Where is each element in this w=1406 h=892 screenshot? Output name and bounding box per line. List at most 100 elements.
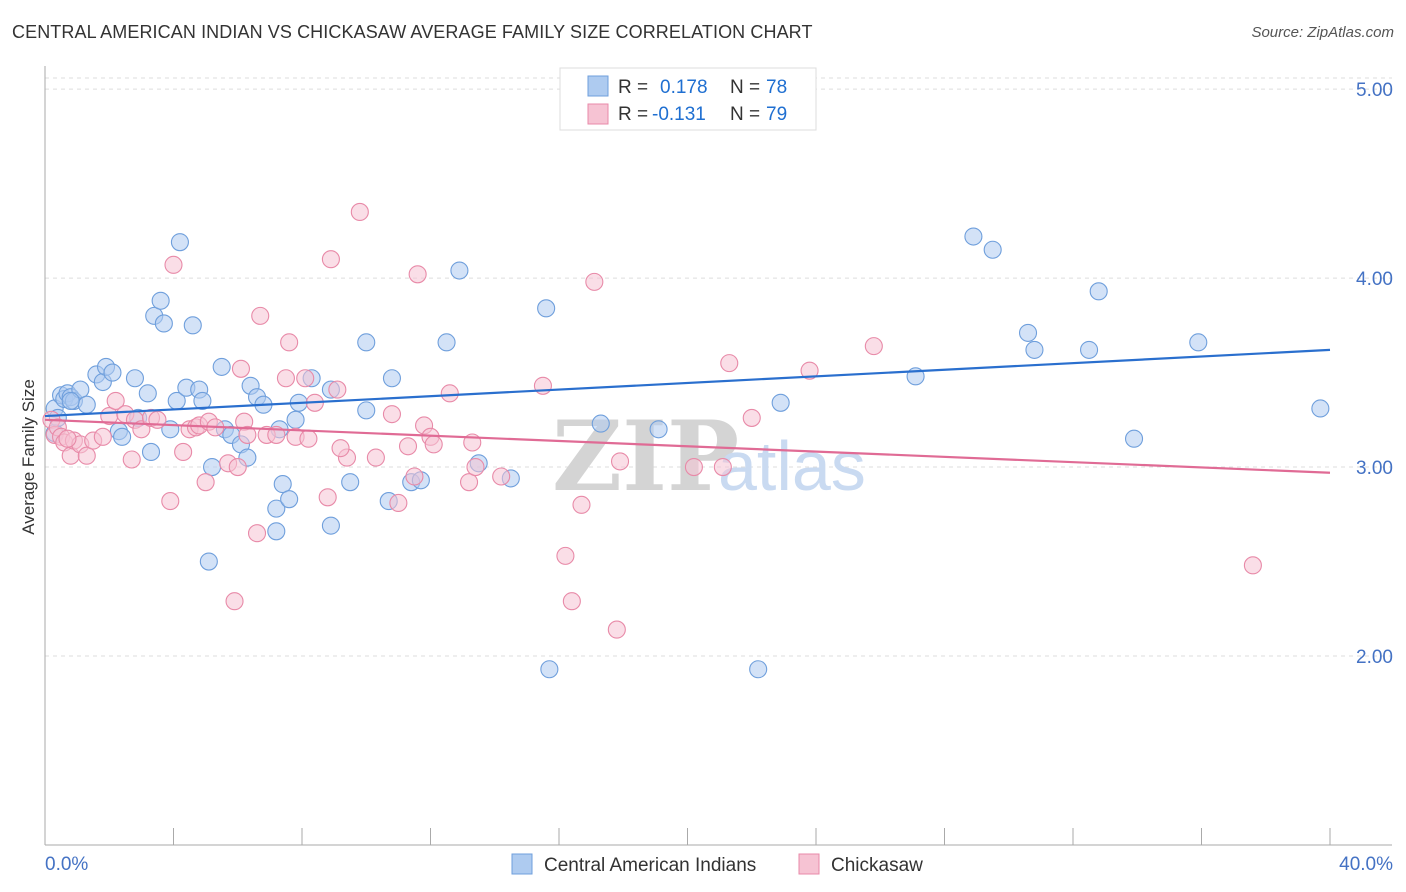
pink-point-56 <box>424 435 443 454</box>
blue-point-40 <box>267 499 286 518</box>
legend-r-label-2: R = <box>618 104 648 125</box>
series-central-american-indians <box>45 227 1330 679</box>
blue-point-32 <box>212 357 231 376</box>
pink-point-50 <box>389 493 408 513</box>
axes <box>44 66 1392 846</box>
legend-swatch-blue <box>587 75 609 97</box>
legend-n-label-2: N = <box>730 104 760 125</box>
pink-point-70 <box>713 458 732 477</box>
blue-point-18 <box>138 384 157 403</box>
blue-point-31 <box>203 458 222 477</box>
blue-point-16 <box>125 369 144 388</box>
legend-label-central-american-indians: Central American Indians <box>544 855 756 876</box>
pink-point-75 <box>1243 556 1262 575</box>
pink-point-41 <box>299 429 318 448</box>
x-tick-label-min: 0.0% <box>45 854 88 875</box>
blue-point-43 <box>280 490 299 509</box>
pink-point-25 <box>196 473 215 492</box>
blue-point-50 <box>357 333 376 352</box>
pink-point-10 <box>93 427 112 446</box>
pink-point-19 <box>161 492 180 511</box>
pink-point-58 <box>459 473 479 492</box>
pink-point-68 <box>610 452 630 471</box>
blue-point-73 <box>1124 429 1144 448</box>
legend-swatch-chickasaw <box>798 853 820 875</box>
pink-point-14 <box>122 450 141 469</box>
blue-point-76 <box>61 391 80 410</box>
blue-point-65 <box>771 393 790 412</box>
blue-point-29 <box>193 391 212 410</box>
blue-point-63 <box>649 420 668 439</box>
pink-point-37 <box>276 369 295 388</box>
y-tick-label-2: 4.00 <box>1356 269 1393 290</box>
watermark: ZIP atlas <box>552 400 866 513</box>
pink-point-63 <box>556 546 575 565</box>
pink-point-69 <box>684 458 703 477</box>
y-axis-label: Average Family Size <box>19 379 38 535</box>
y-tick-label-1: 3.00 <box>1356 458 1393 479</box>
legend-swatch-pink <box>587 103 609 125</box>
pink-point-61 <box>492 467 511 486</box>
pink-point-71 <box>720 354 739 373</box>
y-tick-label-3: 5.00 <box>1356 80 1393 101</box>
blue-point-41 <box>267 522 286 541</box>
pink-point-66 <box>585 272 604 291</box>
pink-point-65 <box>572 495 591 514</box>
blue-point-75 <box>1311 399 1330 418</box>
pink-point-67 <box>607 620 626 639</box>
blue-point-13 <box>103 363 122 382</box>
pink-point-48 <box>366 448 385 467</box>
pink-point-60 <box>466 458 485 477</box>
pink-point-36 <box>267 425 286 444</box>
blue-point-19 <box>141 442 161 461</box>
blue-point-49 <box>341 473 360 492</box>
pink-point-74 <box>864 337 883 356</box>
pink-point-72 <box>742 408 761 427</box>
stats-legend: R = 0.178 N = 78 R = -0.131 N = 79 <box>559 67 817 131</box>
pink-point-76 <box>58 429 77 448</box>
pink-point-34 <box>251 306 270 325</box>
blue-point-74 <box>1189 333 1208 352</box>
blue-point-53 <box>382 369 402 388</box>
legend-swatch-central-american-indians <box>511 853 533 875</box>
pink-point-29 <box>225 592 244 611</box>
pink-point-73 <box>800 361 819 380</box>
x-tick-labels: 0.0% 40.0% <box>45 854 1393 875</box>
pink-point-33 <box>247 524 267 543</box>
legend-label-chickasaw: Chickasaw <box>831 855 923 876</box>
blue-point-22 <box>154 314 173 333</box>
series-chickasaw <box>42 202 1262 639</box>
pink-point-52 <box>405 467 424 486</box>
pink-point-64 <box>562 592 581 611</box>
legend-n-value-1: 78 <box>766 77 787 98</box>
blue-point-69 <box>1018 323 1038 342</box>
y-tick-labels: 2.00 3.00 4.00 5.00 <box>1356 80 1393 668</box>
blue-point-30 <box>199 552 218 571</box>
blue-point-70 <box>1025 340 1044 359</box>
pink-point-44 <box>321 250 340 269</box>
pink-point-40 <box>296 369 315 388</box>
pink-point-57 <box>440 384 459 403</box>
pink-point-38 <box>280 333 299 352</box>
pink-point-45 <box>328 380 347 399</box>
x-tick-label-max: 40.0% <box>1339 854 1393 875</box>
blue-point-51 <box>357 401 376 420</box>
blue-point-44 <box>286 410 305 429</box>
blue-point-42 <box>273 475 292 494</box>
pink-point-20 <box>164 255 183 274</box>
legend-r-label-1: R = <box>618 77 648 98</box>
trend-line-chickasaw <box>44 418 1331 474</box>
pink-point-47 <box>350 202 369 221</box>
blue-point-62 <box>591 414 610 433</box>
blue-point-61 <box>540 660 559 679</box>
legend-n-label-1: N = <box>730 77 760 98</box>
pink-point-53 <box>408 265 427 284</box>
blue-point-67 <box>964 227 983 246</box>
chart-title: CENTRAL AMERICAN INDIAN VS CHICKASAW AVE… <box>12 22 813 42</box>
blue-point-48 <box>321 516 340 535</box>
blue-point-15 <box>113 427 132 446</box>
pink-point-77 <box>228 458 247 477</box>
blue-point-64 <box>749 660 768 679</box>
blue-point-56 <box>437 333 456 352</box>
blue-point-71 <box>1080 340 1099 359</box>
